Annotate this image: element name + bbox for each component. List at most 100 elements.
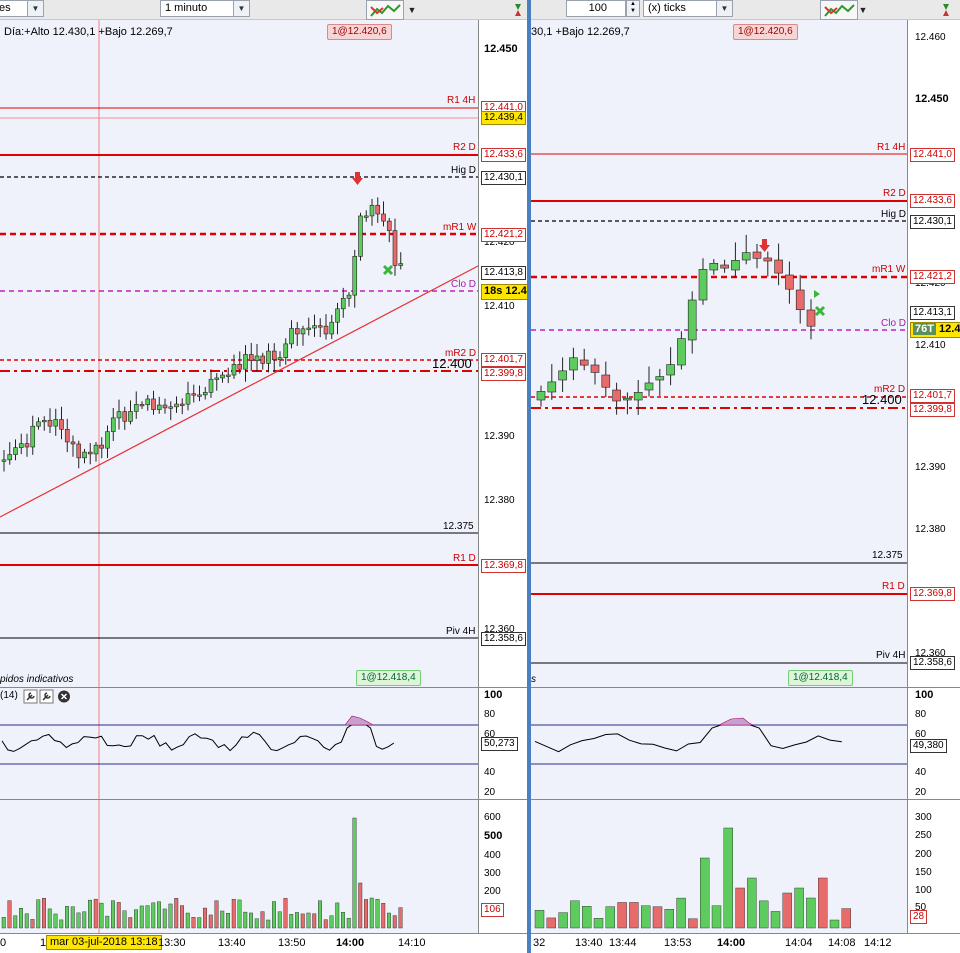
volume-bar bbox=[93, 898, 98, 929]
volume-bar bbox=[770, 911, 781, 929]
vol-tick: 500 bbox=[484, 830, 503, 842]
volume-bar bbox=[295, 912, 299, 929]
instrument-combo[interactable]: es ▼ bbox=[0, 0, 44, 17]
candle-body bbox=[741, 252, 751, 261]
right-charts-svg[interactable] bbox=[531, 20, 960, 953]
ticks-input[interactable]: 100 bbox=[566, 0, 626, 17]
vol-tick: 250 bbox=[915, 830, 932, 841]
time-label: 32 bbox=[533, 937, 546, 949]
panel-separator bbox=[0, 799, 527, 800]
volume-bar bbox=[323, 919, 328, 929]
volume-bar bbox=[128, 917, 133, 929]
wrench-icon[interactable] bbox=[23, 689, 38, 704]
osc-tick: 20 bbox=[915, 787, 927, 798]
volume-bar bbox=[352, 817, 357, 929]
label-12400: 12.400 bbox=[432, 356, 472, 371]
wrench-icon[interactable] bbox=[39, 689, 54, 704]
pin-icon[interactable] bbox=[512, 0, 524, 20]
chevron-down-icon[interactable]: ▼ bbox=[716, 1, 732, 16]
chart-panel-right[interactable]: 100 ▲ ▼ (x) ticks ▼ ▼ bbox=[531, 0, 960, 953]
label-clo-d: Clo D bbox=[881, 318, 907, 329]
label-mr2-d: mR2 D bbox=[445, 348, 477, 359]
order-badge[interactable]: 1@12.420,6 bbox=[733, 24, 798, 40]
volume-bar bbox=[629, 902, 639, 929]
indicator-badge[interactable]: 1@12.418,4 bbox=[788, 670, 853, 686]
label-12375: 12.375 bbox=[872, 550, 903, 561]
candle-body bbox=[151, 398, 156, 410]
candle-body bbox=[237, 364, 243, 370]
volume-bar bbox=[711, 905, 722, 929]
price-axis-right[interactable] bbox=[907, 20, 960, 933]
chart-tools-button[interactable] bbox=[366, 0, 404, 20]
vol-tick: 150 bbox=[915, 867, 932, 878]
ticks-value: 100 bbox=[588, 2, 607, 14]
panel-divider[interactable] bbox=[527, 0, 531, 953]
panel-separator bbox=[531, 799, 960, 800]
candlestick-series bbox=[1, 197, 404, 472]
volume-bar bbox=[99, 902, 104, 929]
volume-bar bbox=[203, 907, 207, 929]
candle-body bbox=[214, 377, 220, 380]
volume-bar bbox=[782, 892, 793, 929]
volume-bar bbox=[381, 903, 386, 929]
candle-body bbox=[317, 325, 323, 328]
volume-bar bbox=[306, 912, 311, 929]
price-tick: 12.390 bbox=[484, 431, 515, 442]
volume-bar bbox=[558, 912, 568, 929]
vol-tick: 300 bbox=[484, 868, 501, 879]
volume-bar bbox=[818, 877, 828, 929]
candle-body bbox=[128, 411, 133, 422]
timer-text: 76T bbox=[913, 323, 936, 335]
vol-value: 106 bbox=[481, 903, 504, 917]
volume-bar bbox=[335, 902, 340, 929]
volume-bar bbox=[266, 919, 271, 929]
label-r1-4h: R1 4H bbox=[877, 142, 906, 153]
volume-bar bbox=[191, 917, 196, 929]
volume-bar bbox=[312, 913, 317, 929]
timer-text: 18s bbox=[484, 285, 503, 297]
time-label: 13:53 bbox=[664, 937, 692, 949]
order-badge[interactable]: 1@12.420,6 bbox=[327, 24, 392, 40]
candle-body bbox=[381, 213, 386, 222]
candle-body bbox=[375, 204, 381, 215]
time-label: 13:44 bbox=[609, 937, 637, 949]
volume-bar bbox=[116, 902, 121, 929]
label-r1-4h: R1 4H bbox=[447, 95, 476, 106]
volume-bars bbox=[1, 817, 403, 929]
candle-body bbox=[24, 443, 30, 448]
candle-body bbox=[1, 459, 7, 462]
label-hig-d: Hig D bbox=[451, 165, 477, 176]
pin-icon[interactable] bbox=[940, 0, 952, 20]
volume-bar bbox=[283, 898, 288, 929]
vol-tick: 50 bbox=[915, 902, 927, 913]
volume-bars bbox=[534, 827, 851, 929]
candle-body bbox=[174, 403, 179, 408]
indicator-badge[interactable]: 1@12.418,4 bbox=[356, 670, 421, 686]
candle-body bbox=[231, 364, 237, 376]
close-circle-icon[interactable] bbox=[58, 690, 70, 703]
candlestick-series bbox=[536, 234, 816, 415]
timeframe-combo[interactable]: 1 minuto ▼ bbox=[160, 0, 250, 17]
time-label: 14:00 bbox=[717, 937, 746, 949]
chevron-down-icon[interactable]: ▼ bbox=[407, 5, 417, 15]
chart-panel-left[interactable]: es ▼ 1 minuto ▼ ▼ bbox=[0, 0, 527, 953]
candle-body bbox=[283, 343, 289, 358]
candle-body bbox=[731, 260, 740, 271]
candle-body bbox=[612, 389, 621, 402]
candle-body bbox=[76, 443, 82, 459]
chevron-down-icon[interactable]: ▼ bbox=[27, 1, 43, 16]
ticks-unit-combo[interactable]: (x) ticks ▼ bbox=[643, 0, 733, 17]
left-charts-svg[interactable] bbox=[0, 20, 527, 953]
volume-bar bbox=[534, 910, 545, 929]
sell-arrow-icon bbox=[759, 239, 770, 252]
chevron-down-icon[interactable]: ▼ bbox=[858, 5, 868, 15]
time-label: 1 bbox=[40, 937, 47, 949]
ticks-spinner[interactable]: ▲ ▼ bbox=[626, 0, 640, 17]
candle-body bbox=[105, 431, 110, 449]
label-mr1-w: mR1 W bbox=[872, 264, 906, 275]
label-12400: 12.400 bbox=[862, 392, 902, 407]
candle-body bbox=[300, 328, 306, 335]
chart-tools-button[interactable] bbox=[820, 0, 858, 20]
candle-body bbox=[569, 357, 578, 371]
chevron-down-icon[interactable]: ▼ bbox=[233, 1, 249, 16]
